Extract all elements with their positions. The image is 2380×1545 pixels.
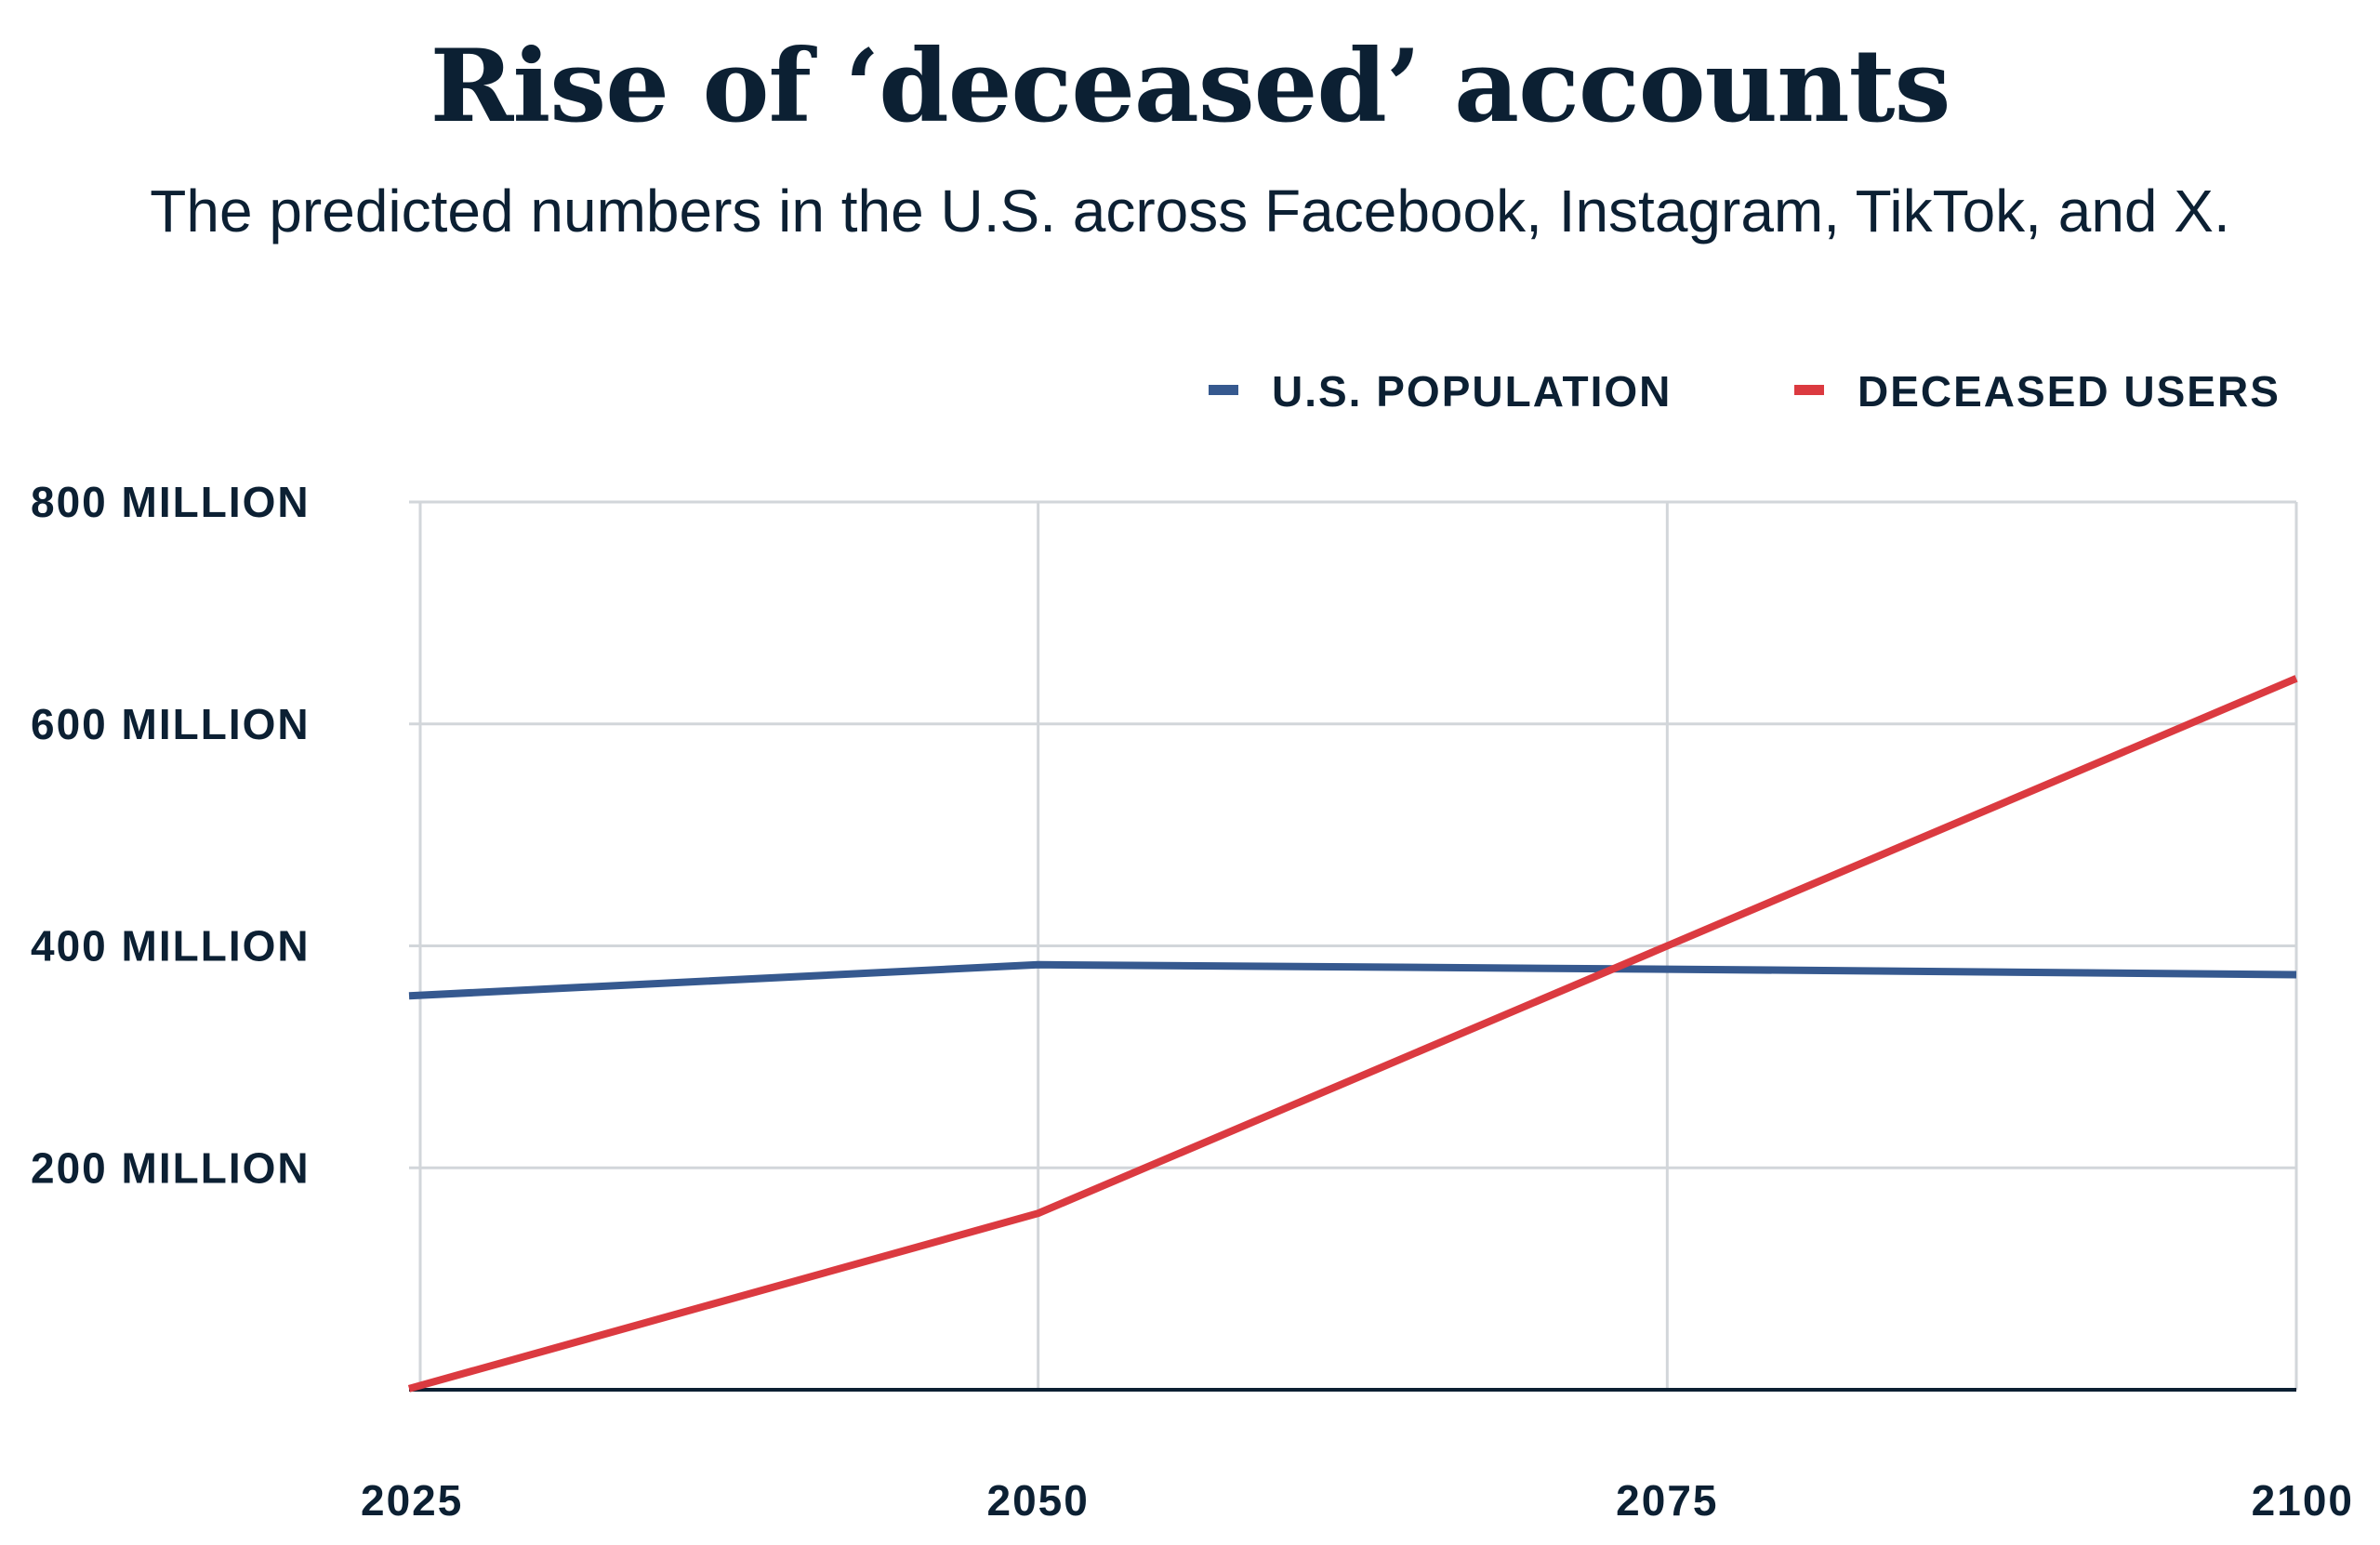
gridlines — [409, 500, 2298, 1390]
x-tick-label: 2050 — [986, 1476, 1089, 1525]
y-tick-label: 400 MILLION — [31, 922, 311, 971]
y-tick-label: 200 MILLION — [31, 1143, 311, 1192]
y-tick-label: 800 MILLION — [31, 478, 311, 526]
y-tick-label: 600 MILLION — [31, 700, 311, 748]
x-tick-label: 2100 — [2252, 1476, 2354, 1525]
x-tick-label: 2025 — [361, 1476, 463, 1525]
chart-title: Rise of ‘deceased’ accounts — [430, 28, 1951, 145]
legend-swatch — [1209, 385, 1238, 395]
series-lines — [407, 675, 2298, 1393]
legend-swatch — [1794, 385, 1824, 395]
legend-label: DECEASED USERS — [1858, 367, 2281, 416]
legend: U.S. POPULATION DECEASED USERS — [1209, 367, 2281, 416]
series-line-deceased-users — [407, 675, 2298, 1393]
series-line-us-population — [408, 960, 2297, 1000]
legend-label: U.S. POPULATION — [1272, 367, 1672, 416]
axes: 200 MILLION 400 MILLION 600 MILLION 800 MIL… — [31, 478, 2354, 1525]
chart-subtitle: The predicted numbers in the U.S. across… — [150, 178, 2230, 244]
x-tick-label: 2075 — [1616, 1476, 1718, 1525]
